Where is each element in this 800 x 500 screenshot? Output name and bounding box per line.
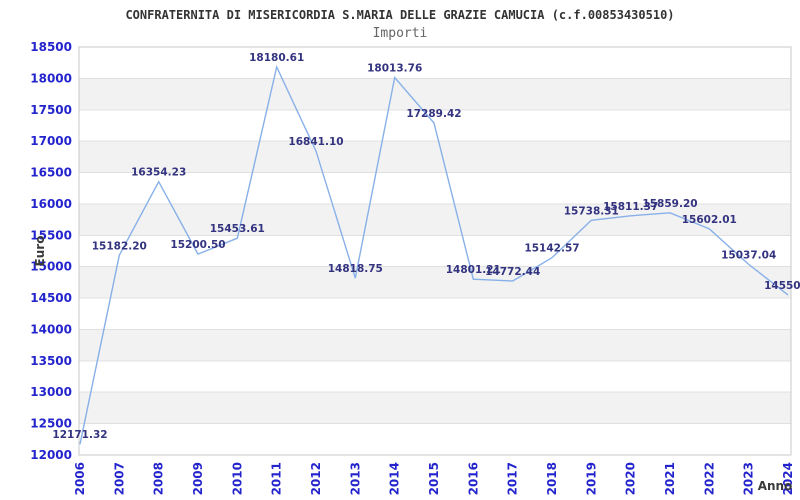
svg-text:2006: 2006 xyxy=(73,462,87,495)
plot-border xyxy=(78,46,792,456)
svg-text:2012: 2012 xyxy=(309,462,323,495)
svg-text:12171.32: 12171.32 xyxy=(52,429,107,441)
svg-text:18013.76: 18013.76 xyxy=(367,63,422,75)
svg-text:2021: 2021 xyxy=(663,462,677,495)
svg-text:12000: 12000 xyxy=(30,448,72,462)
svg-text:15037.04: 15037.04 xyxy=(721,249,776,261)
svg-text:2023: 2023 xyxy=(742,462,756,495)
svg-text:2016: 2016 xyxy=(466,462,480,495)
svg-text:2014: 2014 xyxy=(388,462,402,495)
svg-text:18000: 18000 xyxy=(30,71,72,85)
svg-text:2010: 2010 xyxy=(230,462,244,495)
svg-text:15602.01: 15602.01 xyxy=(682,214,737,226)
svg-text:15453.61: 15453.61 xyxy=(210,223,265,235)
svg-text:2009: 2009 xyxy=(191,462,205,495)
svg-text:16354.23: 16354.23 xyxy=(131,167,186,179)
svg-text:16000: 16000 xyxy=(30,197,72,211)
svg-text:15738.31: 15738.31 xyxy=(564,205,619,217)
x-axis-tick-labels: 2006 2007 2008 2009 2010 2011 2012 2013 2014 2015… xyxy=(73,462,795,495)
svg-text:2024: 2024 xyxy=(781,462,795,495)
x-axis-title: Anno xyxy=(758,479,793,493)
svg-text:2022: 2022 xyxy=(702,462,716,495)
svg-text:14801.21: 14801.21 xyxy=(446,264,501,276)
y-axis-title: Euro xyxy=(33,236,47,267)
svg-text:2018: 2018 xyxy=(545,462,559,495)
svg-text:15811.37: 15811.37 xyxy=(603,201,658,213)
chart-subtitle: Importi xyxy=(372,26,428,41)
svg-text:2015: 2015 xyxy=(427,462,441,495)
svg-text:2017: 2017 xyxy=(506,462,520,495)
svg-text:13500: 13500 xyxy=(30,354,72,368)
svg-text:15500: 15500 xyxy=(30,228,72,242)
svg-text:12500: 12500 xyxy=(30,417,72,431)
svg-text:15000: 15000 xyxy=(30,260,72,274)
svg-text:2007: 2007 xyxy=(112,462,126,495)
svg-text:2013: 2013 xyxy=(348,462,362,495)
svg-text:2019: 2019 xyxy=(584,462,598,495)
svg-text:15182.20: 15182.20 xyxy=(92,240,147,252)
svg-text:2011: 2011 xyxy=(270,462,284,495)
svg-text:17289.42: 17289.42 xyxy=(406,108,461,120)
svg-text:14000: 14000 xyxy=(30,322,72,336)
svg-text:15200.50: 15200.50 xyxy=(170,239,225,251)
svg-text:15142.57: 15142.57 xyxy=(524,243,579,255)
svg-text:13000: 13000 xyxy=(30,385,72,399)
svg-text:18500: 18500 xyxy=(30,40,72,54)
svg-text:14500: 14500 xyxy=(30,291,72,305)
svg-text:18180.61: 18180.61 xyxy=(249,52,304,64)
importi-line-series xyxy=(79,64,789,445)
chart-title: CONFRATERNITA DI MISERICORDIA S.MARIA DE… xyxy=(125,8,675,22)
svg-text:2020: 2020 xyxy=(624,462,638,495)
svg-text:16841.10: 16841.10 xyxy=(288,136,343,148)
y-axis-tick-labels: 12000 12500 13000 13500 14000 14500 15000 15500… xyxy=(30,40,72,462)
plot-alternating-bands xyxy=(79,78,791,424)
svg-text:16500: 16500 xyxy=(30,166,72,180)
svg-text:15859.20: 15859.20 xyxy=(642,198,697,210)
svg-text:14550.0: 14550.0 xyxy=(764,280,800,292)
svg-text:2008: 2008 xyxy=(152,462,166,495)
svg-text:14772.44: 14772.44 xyxy=(485,266,540,278)
svg-text:17000: 17000 xyxy=(30,134,72,148)
svg-text:17500: 17500 xyxy=(30,103,72,117)
plot-gridlines xyxy=(79,77,791,425)
point-value-labels: 12171.32 15182.20 16354.23 15200.50 15453.61… xyxy=(52,52,800,441)
svg-text:14818.75: 14818.75 xyxy=(328,263,383,275)
